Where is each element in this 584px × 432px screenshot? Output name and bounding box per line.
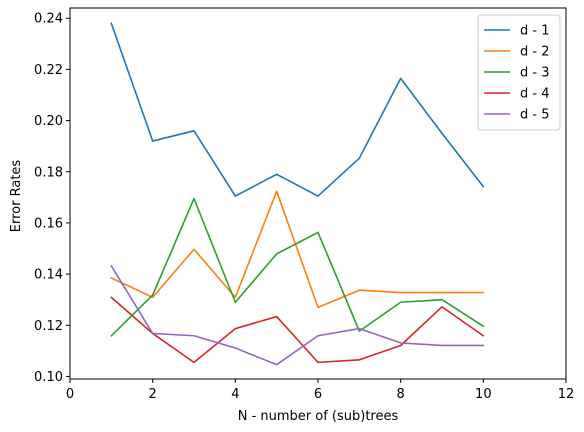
legend-label-2: d - 2 bbox=[520, 45, 549, 60]
x-tick-label: 0 bbox=[66, 387, 74, 402]
x-tick-label: 10 bbox=[475, 387, 492, 402]
y-tick-label: 0.12 bbox=[34, 319, 63, 334]
series-line-2 bbox=[110, 190, 485, 309]
x-tick-label: 4 bbox=[231, 387, 239, 402]
y-tick-label: 0.20 bbox=[34, 114, 63, 129]
legend: d - 1 d - 2 d - 3 d - 4 d - 5 bbox=[477, 14, 561, 131]
x-tick-label: 8 bbox=[397, 387, 405, 402]
y-tick-label: 0.16 bbox=[34, 216, 63, 231]
x-axis-label: N - number of (sub)trees bbox=[238, 409, 399, 424]
legend-box bbox=[477, 14, 561, 131]
series-line-3 bbox=[110, 197, 485, 337]
y-tick-label: 0.14 bbox=[34, 268, 63, 283]
series-line-4 bbox=[110, 296, 485, 364]
legend-label-1: d - 1 bbox=[520, 24, 549, 39]
x-tick-label: 6 bbox=[314, 387, 322, 402]
legend-label-3: d - 3 bbox=[520, 66, 549, 81]
x-tick-label: 2 bbox=[149, 387, 157, 402]
y-tick-label: 0.22 bbox=[34, 63, 63, 78]
series-line-1 bbox=[110, 22, 485, 197]
y-tick-label: 0.10 bbox=[34, 370, 63, 385]
y-tick-label: 0.18 bbox=[34, 165, 63, 180]
x-tick-label: 12 bbox=[558, 387, 575, 402]
legend-label-5: d - 5 bbox=[520, 108, 549, 123]
axes-ticks: 0 2 4 6 8 10 12 0.10 0.12 0.14 0.16 0.18 0.20 0.22 0.2… bbox=[34, 12, 574, 402]
legend-label-4: d - 4 bbox=[520, 87, 549, 102]
y-tick-label: 0.24 bbox=[34, 12, 63, 27]
y-axis-label: Error Rates bbox=[9, 160, 24, 233]
series-line-5 bbox=[110, 264, 485, 366]
